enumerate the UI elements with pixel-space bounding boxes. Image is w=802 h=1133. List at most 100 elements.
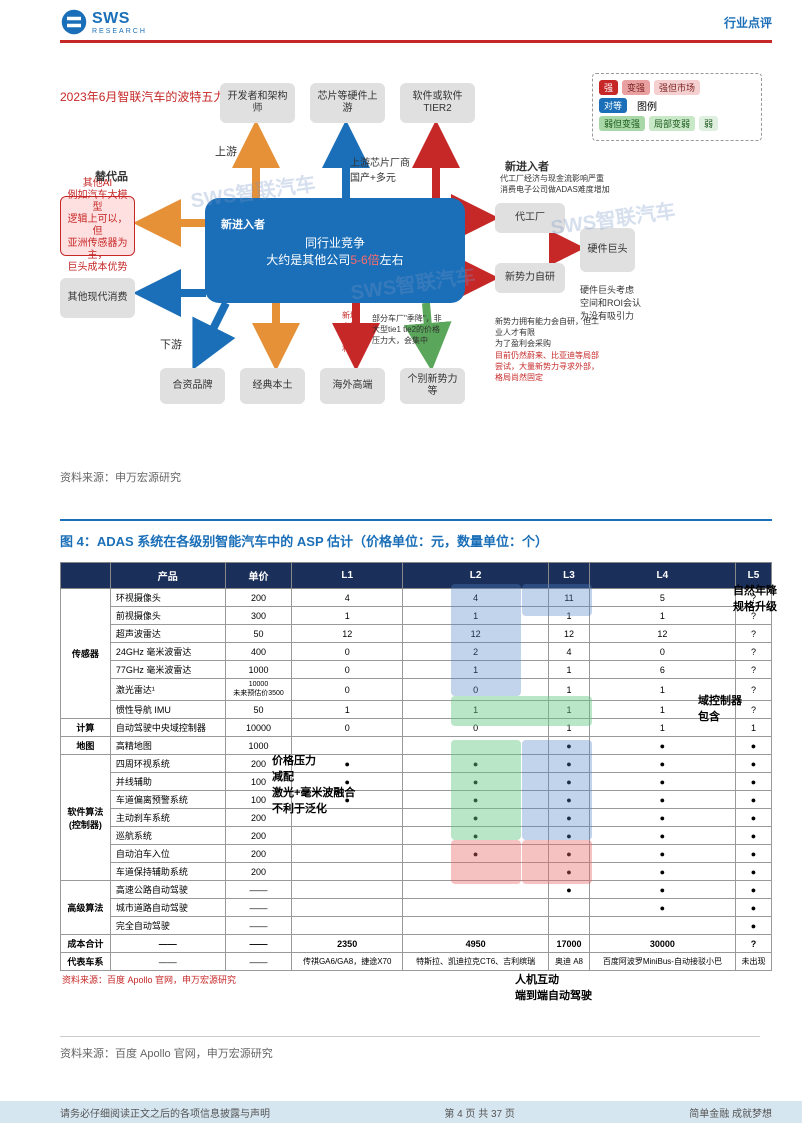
value-cell: ● <box>589 737 735 755</box>
value-cell <box>292 917 403 935</box>
value-cell: 1 <box>403 607 549 625</box>
value-cell: ● <box>549 773 590 791</box>
footer-slogan: 简单金融 成就梦想 <box>689 1105 772 1120</box>
diagram-box: 新势力自研 <box>495 263 565 293</box>
product-name-cell: 前视摄像头 <box>110 607 225 625</box>
diagram-box: 开发者和架构师 <box>220 83 295 123</box>
table-row: 高级算法高速公路自动驾驶——●●● <box>61 881 772 899</box>
table-row: 24GHz 毫米波雷达4000240? <box>61 643 772 661</box>
product-name-cell: 车道保持辅助系统 <box>110 863 225 881</box>
figure4-source: 资料来源：百度 Apollo 官网，申万宏源研究 <box>60 1036 760 1061</box>
header-category: 行业点评 <box>724 14 772 31</box>
value-cell: ● <box>735 755 771 773</box>
value-cell: ? <box>735 625 771 643</box>
table-row: 巡航系统200●●●● <box>61 827 772 845</box>
price-cell: 200 <box>225 755 292 773</box>
value-cell: 1 <box>589 679 735 701</box>
table-row: 超声波雷达5012121212? <box>61 625 772 643</box>
cost-cell: —— <box>110 935 225 953</box>
value-cell: ● <box>403 809 549 827</box>
value-cell: 0 <box>292 679 403 701</box>
value-cell: ● <box>549 827 590 845</box>
value-cell <box>403 881 549 899</box>
legend-chip: 弱但变强 <box>599 116 645 131</box>
value-cell <box>549 899 590 917</box>
table-header-cell: 单价 <box>225 563 292 589</box>
value-cell: ● <box>292 791 403 809</box>
table-row: 软件算法 (控制器)四周环视系统200●●●●● <box>61 755 772 773</box>
header-divider <box>60 40 772 43</box>
diagram-box: 个别新势力等 <box>400 368 465 404</box>
hub-line1: 同行业竞争 <box>305 234 365 251</box>
logo-text: SWS <box>92 10 147 28</box>
value-cell: ● <box>735 899 771 917</box>
product-name-cell: 高速公路自动驾驶 <box>110 881 225 899</box>
table-row: 激光雷达¹10000 未来预估价35000011? <box>61 679 772 701</box>
diagram-label: 目前仍然蔚来、比亚迪等局部 尝试，大量新势力寻求外部， 格局尚然固定 <box>495 350 599 383</box>
value-cell: 0 <box>292 643 403 661</box>
category-cell: 软件算法 (控制器) <box>61 755 111 881</box>
diagram-legend: 强 变强 强但市场 对等 图例 弱但变强 局部变弱 弱 <box>592 73 762 141</box>
value-cell <box>403 917 549 935</box>
product-name-cell: 完全自动驾驶 <box>110 917 225 935</box>
value-cell: ● <box>735 773 771 791</box>
value-cell: 1 <box>549 679 590 701</box>
value-cell: 0 <box>292 661 403 679</box>
legend-chip: 强但市场 <box>654 80 700 95</box>
product-name-cell: 城市道路自动驾驶 <box>110 899 225 917</box>
diagram-box: 海外高端 <box>320 368 385 404</box>
value-cell: 4 <box>549 643 590 661</box>
diagram-label: 上游芯片厂商 国产+多元 <box>350 154 410 184</box>
table-header-cell: L4 <box>589 563 735 589</box>
table-row: 计算自动驾驶中央域控制器1000000111 <box>61 719 772 737</box>
price-cell: 200 <box>225 827 292 845</box>
value-cell: 1 <box>589 701 735 719</box>
value-cell: ● <box>735 881 771 899</box>
diagram-box: 软件或软件TIER2 <box>400 83 475 123</box>
value-cell <box>292 881 403 899</box>
diagram-box: 其他AI 例如汽车大模型 逻辑上可以，但 亚洲传感器为主， 巨头成本优势 <box>60 196 135 256</box>
value-cell <box>589 917 735 935</box>
value-cell: 1 <box>589 719 735 737</box>
value-cell <box>292 863 403 881</box>
value-cell: ● <box>589 899 735 917</box>
product-name-cell: 并线辅助 <box>110 773 225 791</box>
value-cell: 1 <box>292 701 403 719</box>
category-cell: 传感器 <box>61 589 111 719</box>
cost-row: 成本合计————235049501700030000? <box>61 935 772 953</box>
price-cell: 100 <box>225 773 292 791</box>
value-cell <box>549 917 590 935</box>
product-name-cell: 自动泊车入位 <box>110 845 225 863</box>
value-cell: 1 <box>292 607 403 625</box>
value-cell: 12 <box>549 625 590 643</box>
value-cell: ● <box>735 917 771 935</box>
value-cell: ? <box>735 589 771 607</box>
logo: SWS RESEARCH <box>60 8 147 36</box>
table-row: 完全自动驾驶——● <box>61 917 772 935</box>
value-cell: 2 <box>403 643 549 661</box>
price-cell: —— <box>225 881 292 899</box>
table-row: 车道偏离预警系统100●●●●● <box>61 791 772 809</box>
value-cell <box>292 899 403 917</box>
price-cell: 1000 <box>225 661 292 679</box>
value-cell: ● <box>549 755 590 773</box>
product-name-cell: 高精地图 <box>110 737 225 755</box>
cost-cell: 2350 <box>292 935 403 953</box>
value-cell: ● <box>549 863 590 881</box>
legend-chip: 对等 <box>599 98 627 113</box>
table-header-cell <box>61 563 111 589</box>
value-cell: ● <box>549 881 590 899</box>
value-cell: ● <box>549 791 590 809</box>
value-cell: ● <box>589 881 735 899</box>
legend-chip: 局部变弱 <box>649 116 695 131</box>
value-cell: 0 <box>292 719 403 737</box>
hub-l2-pre: 大约是其他公司 <box>266 253 350 267</box>
value-cell: ● <box>292 773 403 791</box>
cost-cell: 4950 <box>403 935 549 953</box>
price-cell: 400 <box>225 643 292 661</box>
hub-entry-label: 新进入者 <box>221 216 265 232</box>
price-cell: 200 <box>225 589 292 607</box>
table-header-cell: L3 <box>549 563 590 589</box>
value-cell: ● <box>735 809 771 827</box>
value-cell: ● <box>735 863 771 881</box>
